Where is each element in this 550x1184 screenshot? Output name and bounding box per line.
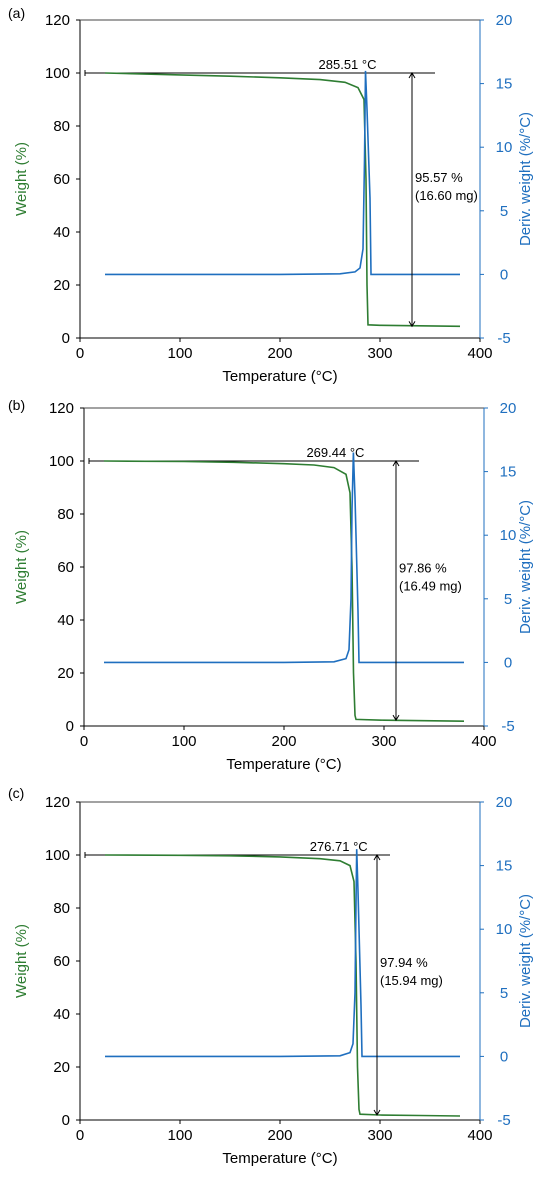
y-left-tick-label: 120 xyxy=(49,400,74,417)
y-right-tick-label: 15 xyxy=(496,858,513,875)
bracket-arrow-top xyxy=(373,854,381,861)
x-tick-label: 200 xyxy=(267,345,292,362)
y-left-tick-label: 40 xyxy=(53,224,70,241)
weight-loss-mass: (15.94 mg) xyxy=(380,973,443,988)
y-left-tick-label: 0 xyxy=(66,718,74,735)
y-left-tick-label: 20 xyxy=(57,665,74,682)
panel-label: (c) xyxy=(8,785,24,801)
derivative-curve xyxy=(105,849,460,1058)
y-axis-title-right: Deriv. weight (%/°C) xyxy=(517,894,534,1028)
y-left-tick-label: 60 xyxy=(53,953,70,970)
y-axis-title-left: Weight (%) xyxy=(13,142,30,216)
x-tick-label: 300 xyxy=(367,345,392,362)
panel-b: (b) 0 100 200 300 400 0 20 40 60 80 100 120 -5 0 5 10 15 2… xyxy=(8,397,534,773)
y-left-tick-label: 100 xyxy=(45,847,70,864)
weight-loss-percent: 97.86 % xyxy=(399,560,447,575)
derivative-curve xyxy=(104,452,464,664)
panel-label: (a) xyxy=(8,5,25,21)
y-right-tick-label: 0 xyxy=(504,654,512,671)
panel-label: (b) xyxy=(8,397,25,413)
y-right-tick-label: 20 xyxy=(496,12,513,29)
y-right-tick-label: 15 xyxy=(496,76,513,93)
x-tick-label: 200 xyxy=(267,1127,292,1144)
x-tick-label: 300 xyxy=(367,1127,392,1144)
weight-loss-percent: 95.57 % xyxy=(415,170,463,185)
derivative-curve xyxy=(105,70,460,276)
x-axis-title: Temperature (°C) xyxy=(226,756,341,773)
x-tick-label: 0 xyxy=(76,345,84,362)
y-right-tick-label: -5 xyxy=(497,330,510,347)
y-right-tick-label: 20 xyxy=(496,794,513,811)
y-right-tick-label: 5 xyxy=(500,203,508,220)
y-left-tick-label: 120 xyxy=(45,12,70,29)
y-left-tick-label: 60 xyxy=(53,171,70,188)
x-tick-label: 0 xyxy=(80,733,88,750)
y-axis-title-left: Weight (%) xyxy=(13,530,30,604)
bracket-arrow-top xyxy=(408,72,416,79)
panel-c: (c) 0 100 200 300 400 0 20 40 60 80 100 120 -5 0 5 10 15 2… xyxy=(8,785,534,1167)
y-left-tick-label: 100 xyxy=(49,453,74,470)
bracket-arrow-top xyxy=(392,460,400,467)
x-tick-label: 100 xyxy=(167,345,192,362)
y-right-tick-label: 5 xyxy=(504,591,512,608)
y-left-tick-label: 100 xyxy=(45,65,70,82)
x-tick-label: 100 xyxy=(171,733,196,750)
y-right-tick-label: 15 xyxy=(500,464,517,481)
bracket-arrow-bottom xyxy=(392,714,400,722)
bracket-arrow-bottom xyxy=(408,321,416,328)
y-left-tick-label: 0 xyxy=(62,1112,70,1129)
y-left-tick-label: 40 xyxy=(53,1006,70,1023)
weight-curve xyxy=(103,460,465,722)
peak-temperature-label: 269.44 °C xyxy=(306,445,364,460)
y-left-tick-label: 20 xyxy=(53,1059,70,1076)
panel-a: (a) 0 100 200 300 400 0 20 40 60 80 100 120 -5 0 5 10 15 2… xyxy=(8,5,534,385)
y-left-tick-label: 40 xyxy=(57,612,74,629)
y-axis-title-right: Deriv. weight (%/°C) xyxy=(517,112,534,246)
y-right-tick-label: 20 xyxy=(500,400,517,417)
y-right-tick-label: -5 xyxy=(501,718,514,735)
y-left-tick-label: 0 xyxy=(62,330,70,347)
y-right-tick-label: 0 xyxy=(500,266,508,283)
x-tick-label: 0 xyxy=(76,1127,84,1144)
peak-temperature-label: 285.51 °C xyxy=(319,57,377,72)
y-right-tick-label: 5 xyxy=(500,985,508,1002)
y-right-tick-label: 10 xyxy=(496,139,513,156)
x-tick-label: 300 xyxy=(371,733,396,750)
weight-curve xyxy=(104,854,461,1117)
y-axis-title-left: Weight (%) xyxy=(13,924,30,998)
y-left-tick-label: 80 xyxy=(57,506,74,523)
y-left-tick-label: 80 xyxy=(53,900,70,917)
weight-loss-mass: (16.60 mg) xyxy=(415,188,478,203)
x-tick-label: 200 xyxy=(271,733,296,750)
y-left-tick-label: 20 xyxy=(53,277,70,294)
y-right-tick-label: 10 xyxy=(496,921,513,938)
y-right-tick-label: 10 xyxy=(500,527,517,544)
y-left-tick-label: 60 xyxy=(57,559,74,576)
x-tick-label: 400 xyxy=(467,345,492,362)
x-axis-title: Temperature (°C) xyxy=(222,1150,337,1167)
x-axis-title: Temperature (°C) xyxy=(222,368,337,385)
y-left-tick-label: 80 xyxy=(53,118,70,135)
y-axis-title-right: Deriv. weight (%/°C) xyxy=(517,500,534,634)
weight-loss-percent: 97.94 % xyxy=(380,955,428,970)
y-right-tick-label: -5 xyxy=(497,1112,510,1129)
x-tick-label: 400 xyxy=(471,733,496,750)
x-tick-label: 400 xyxy=(467,1127,492,1144)
y-right-tick-label: 0 xyxy=(500,1048,508,1065)
weight-curve xyxy=(104,72,461,328)
bracket-arrow-bottom xyxy=(373,1109,381,1116)
y-left-tick-label: 120 xyxy=(45,794,70,811)
peak-temperature-label: 276.71 °C xyxy=(310,839,368,854)
weight-loss-mass: (16.49 mg) xyxy=(399,578,462,593)
x-tick-label: 100 xyxy=(167,1127,192,1144)
